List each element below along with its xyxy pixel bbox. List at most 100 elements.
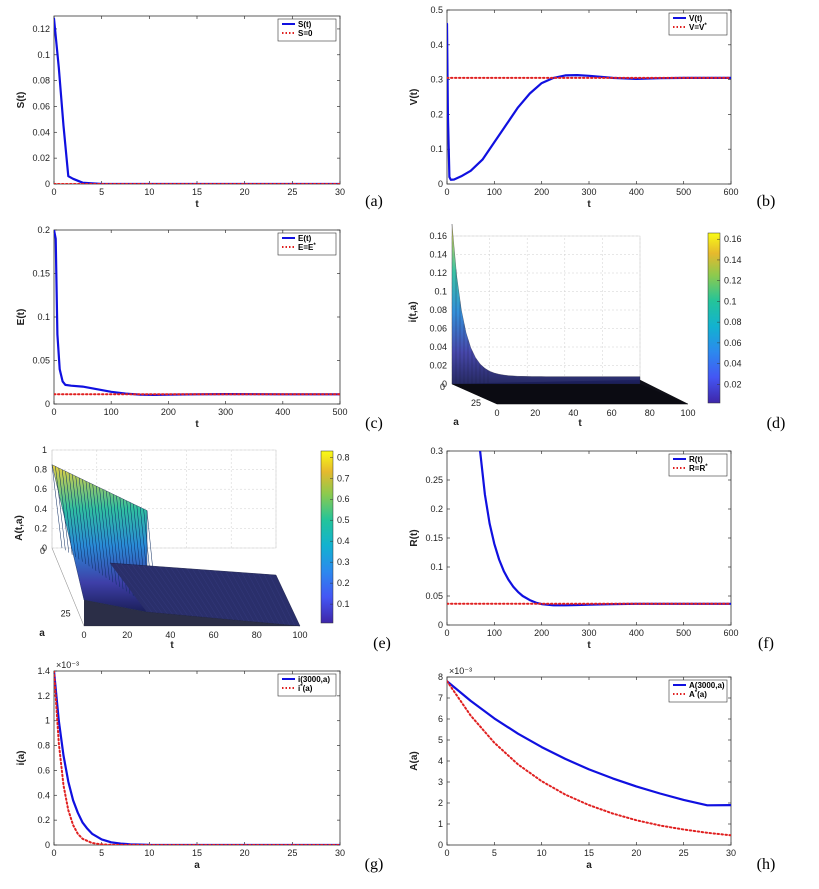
surface-mesh-line-e: [55, 466, 66, 551]
surface-mesh-line-e: [85, 481, 97, 571]
surface-plateau-line-e: [159, 566, 194, 617]
surface-plateau-line-e: [241, 572, 270, 624]
legend-g: i(3000,a)i*​(a): [277, 673, 337, 697]
x-tick-label-h: 10: [537, 848, 547, 858]
axes-frame-b: [446, 9, 732, 185]
series-line-i-a-: [54, 671, 340, 845]
surface-mesh-line-e: [89, 482, 100, 574]
x-tick-label-c: 500: [332, 407, 347, 417]
surface-plateau-line-e: [142, 565, 178, 615]
x-tick-label-b: 0: [444, 187, 449, 197]
colorbar-tick-label-d: 0.1: [724, 296, 737, 306]
y-axis-label-c: E(t): [16, 309, 27, 326]
surface-plateau-line-e: [181, 568, 214, 619]
y-tick-label-c: 0.1: [37, 312, 50, 322]
panel-label-d: (d): [767, 415, 786, 432]
axes-frame-a: [53, 15, 341, 185]
colorbar-tick-label-e: 0.3: [337, 557, 350, 567]
colorbar-tick-label-d: 0.06: [724, 338, 742, 348]
surface-plateau-line-e: [186, 568, 219, 619]
x-axis-label-a: t: [195, 199, 199, 210]
y-tick-label-a: 0.02: [32, 153, 50, 163]
y-tick-label-g: 0.4: [37, 790, 50, 800]
y-tick-label-f: 0.2: [430, 504, 443, 514]
surface-plateau-line-e: [208, 570, 239, 621]
y-tick-label-a: 0.08: [32, 76, 50, 86]
y-tick-label-b: 0: [438, 179, 443, 189]
exponent-label-h: ×10⁻³: [449, 666, 472, 676]
a-axis-label-d: a: [453, 417, 459, 428]
x-axis-label-h: a: [586, 860, 592, 871]
legend-entry-h: A(3000,a): [689, 681, 725, 690]
z-tick-label-d: 0: [442, 379, 447, 389]
surface-plateau-line-e: [225, 571, 255, 622]
panel-a: 0 5 10 15 20 25 30 0 0.02 0.04 0.06 0.08 0.1 0.12 t S(t…: [16, 15, 345, 210]
x-tick-label-f: 200: [534, 628, 549, 638]
y-tick-label-b: 0.2: [430, 109, 443, 119]
x-tick-label-f: 400: [629, 628, 644, 638]
surface-plateau-line-e: [197, 569, 229, 620]
colorbar-d: [707, 232, 721, 404]
y-tick-label-h: 5: [438, 735, 443, 745]
y-tick-label-a: 0: [45, 179, 50, 189]
x-tick-label-f: 100: [487, 628, 502, 638]
panel-label-h: (h): [757, 856, 776, 873]
legend-a: S(t)S=0: [277, 18, 337, 42]
legend-entry-f: R(t): [689, 455, 703, 464]
a-tick-label-d: 25: [471, 398, 481, 408]
t-tick-label-e: 100: [292, 630, 307, 640]
x-tick-label-h: 15: [584, 848, 594, 858]
y-tick-label-g: 1: [45, 716, 50, 726]
t-axis-label-d: t: [578, 418, 582, 429]
surface-front-e: [84, 600, 300, 626]
y-tick-label-b: 0.3: [430, 75, 443, 85]
surface-plateau-line-e: [109, 562, 148, 613]
surface-mesh-line-e: [95, 485, 107, 578]
panel-e: 00.20.40.60.810 20 40 60 80 100025taA(t,a)0.1…: [14, 445, 350, 651]
x-tick-label-a: 15: [192, 187, 202, 197]
surface-plateau-line-e: [263, 574, 290, 626]
x-axis-label-f: t: [587, 640, 591, 651]
z-tick-label-e: 0.4: [34, 504, 47, 514]
panel-b: 0 100 200 300 400 500 600 0 0.1 0.2 0.3 0.4 0.5 t V(t)…: [409, 5, 739, 210]
y-tick-label-h: 8: [438, 672, 443, 682]
y-tick-label-h: 4: [438, 756, 443, 766]
legend-entry-g: i(3000,a): [298, 675, 330, 684]
surface-plateau-line-e: [236, 572, 265, 623]
x-tick-label-c: 100: [104, 407, 119, 417]
a-tick-label-e: 0: [40, 546, 45, 556]
z-tick-label-e: 0: [42, 543, 47, 553]
t-tick-label-d: 100: [680, 408, 695, 418]
x-tick-label-a: 20: [240, 187, 250, 197]
x-tick-label-f: 0: [444, 628, 449, 638]
colorbar-tick-label-e: 0.2: [337, 578, 350, 588]
y-tick-label-a: 0.06: [32, 101, 50, 111]
x-tick-label-b: 300: [581, 187, 596, 197]
series-line-i-3000-a-: [54, 671, 340, 845]
x-tick-label-a: 30: [335, 187, 345, 197]
z-tick-label-e: 0.8: [34, 465, 47, 475]
colorbar-tick-label-e: 0.5: [337, 515, 350, 525]
y-tick-label-c: 0.2: [37, 225, 50, 235]
y-tick-label-a: 0.12: [32, 24, 50, 34]
z-tick-label-d: 0.04: [429, 342, 447, 352]
x-axis-label-c: t: [195, 419, 199, 430]
surface-plateau-line-e: [269, 574, 296, 626]
x-tick-label-b: 500: [676, 187, 691, 197]
z-tick-label-d: 0.08: [429, 305, 447, 315]
legend-entry-a: S=0: [298, 29, 313, 38]
colorbar-tick-label-d: 0.08: [724, 317, 742, 327]
y-tick-label-a: 0.04: [32, 127, 50, 137]
x-tick-label-h: 25: [679, 848, 689, 858]
surface-mesh-line-e: [99, 487, 110, 581]
surface-plateau-line-e: [170, 567, 204, 618]
surface-mesh-line-e: [92, 484, 103, 576]
surface-plateau-line-e: [115, 563, 153, 613]
y-tick-label-h: 0: [438, 840, 443, 850]
panel-label-e: (e): [373, 635, 391, 652]
surface-mesh-line-e: [65, 471, 76, 558]
surface-plateau-line-e: [203, 569, 234, 621]
z-tick-label-d: 0.12: [429, 268, 447, 278]
legend-entry-a: S(t): [298, 20, 312, 29]
z-tick-label-d: 0.14: [429, 250, 447, 260]
